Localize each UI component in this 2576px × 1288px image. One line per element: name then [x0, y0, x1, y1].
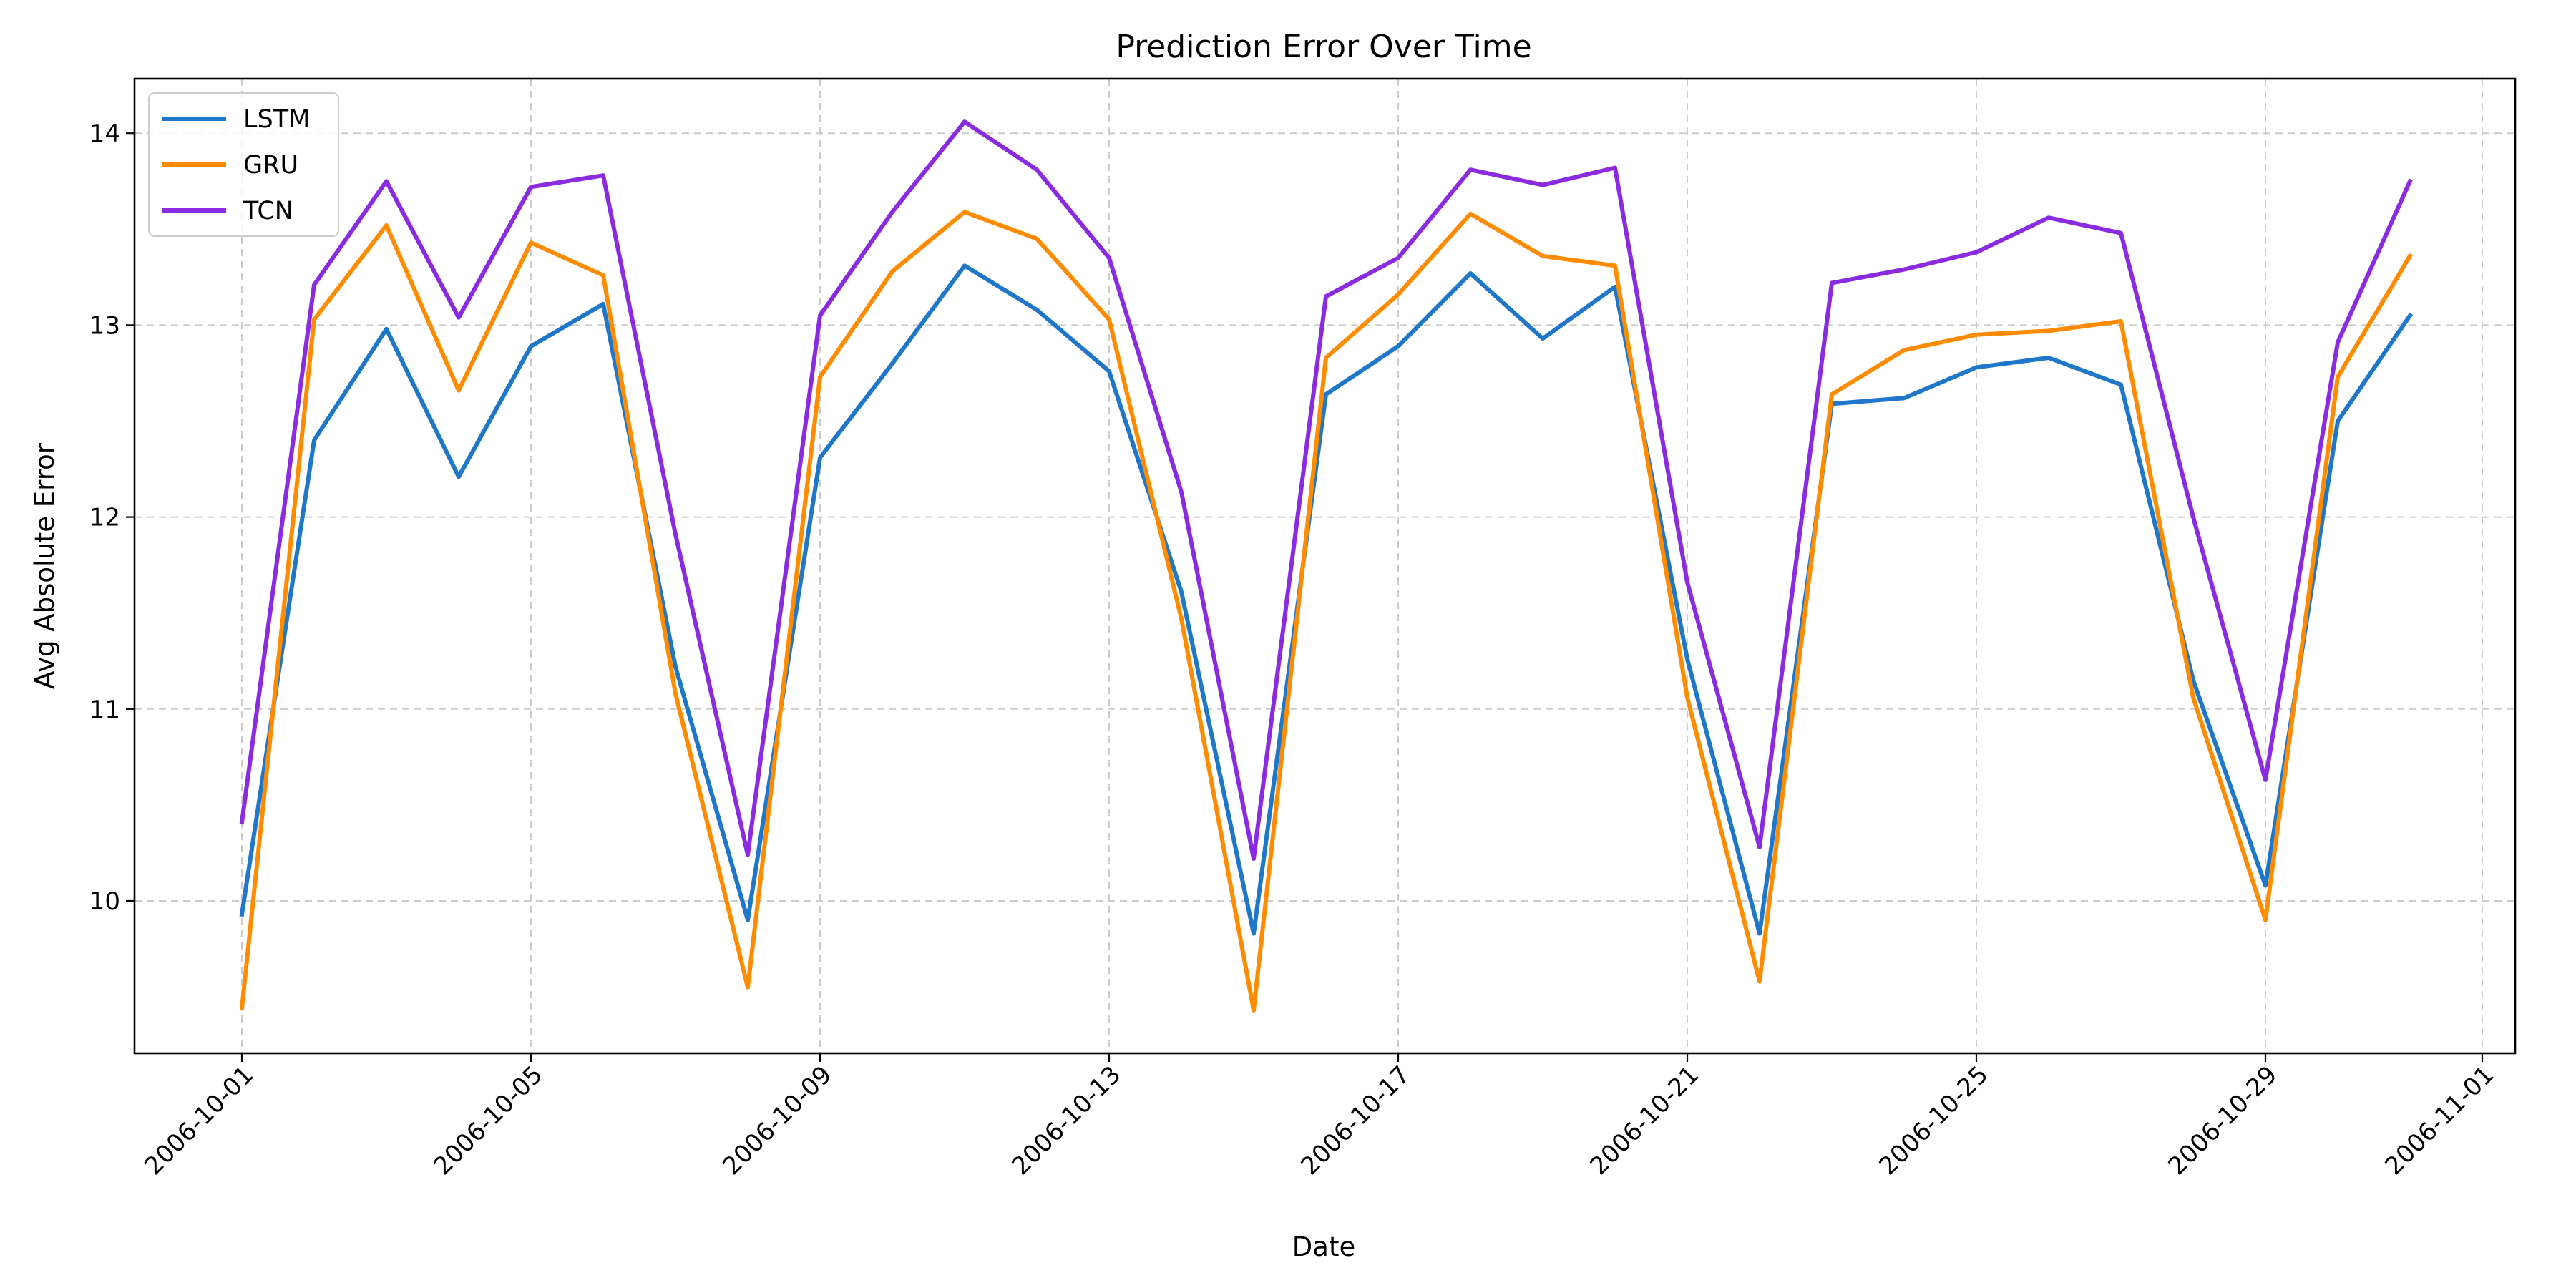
- y-axis-label: Avg Absolute Error: [29, 442, 60, 689]
- chart-title: Prediction Error Over Time: [1116, 29, 1531, 65]
- y-tick-label: 10: [89, 887, 120, 916]
- y-tick-label: 11: [89, 696, 120, 724]
- series-line-lstm: [239, 263, 2414, 936]
- series-line-gru: [239, 210, 2414, 1013]
- grid-lines: [135, 79, 2515, 1053]
- plot-frame: [133, 77, 2517, 1055]
- y-tick-label: 14: [89, 119, 120, 148]
- x-axis-label: Date: [1292, 1231, 1355, 1262]
- y-tick-label: 12: [89, 504, 120, 532]
- series-line-tcn: [239, 119, 2413, 861]
- legend-label-tcn: TCN: [243, 197, 293, 225]
- legend-box: [148, 92, 339, 237]
- y-axis: 10 11 12 13 14: [89, 119, 135, 916]
- series-lines: [239, 119, 2414, 1013]
- legend: LSTM GRU TCN: [148, 92, 339, 237]
- y-tick-label: 13: [89, 311, 120, 340]
- legend-label-lstm: LSTM: [243, 105, 310, 134]
- legend-label-gru: GRU: [243, 151, 298, 180]
